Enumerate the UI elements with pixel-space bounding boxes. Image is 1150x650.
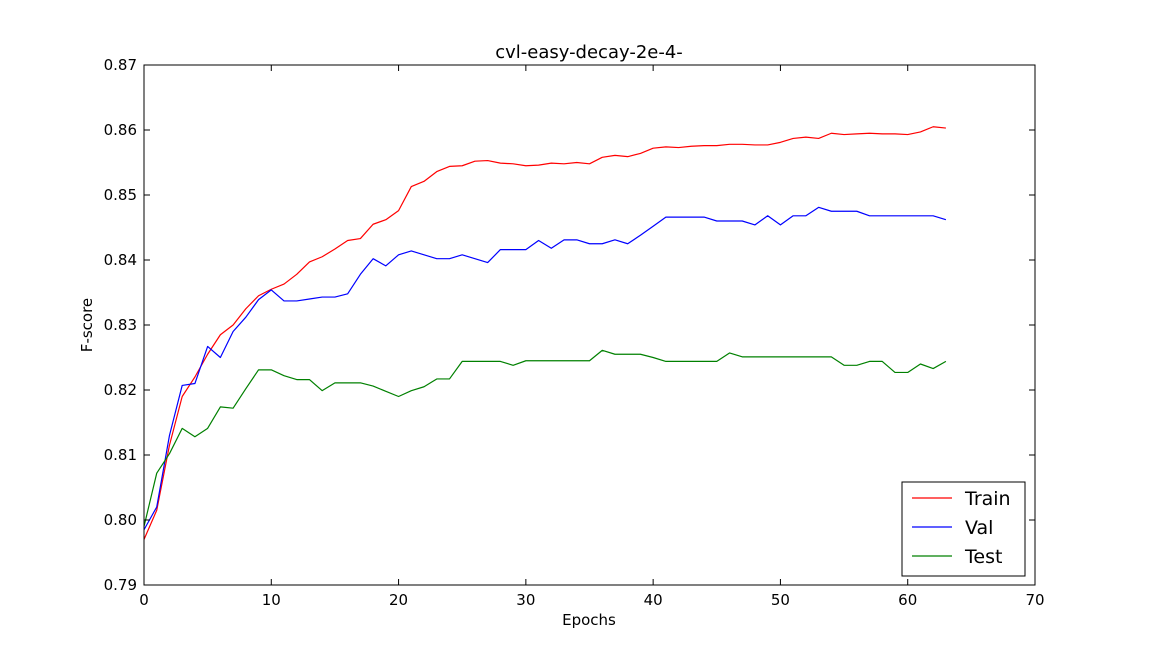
legend-label-val: Val xyxy=(965,517,993,539)
legend-label-train: Train xyxy=(964,488,1011,510)
x-tick-label: 10 xyxy=(262,591,281,609)
y-tick-label: 0.82 xyxy=(104,381,137,399)
y-axis-label: F-score xyxy=(78,298,96,352)
series-layer xyxy=(143,126,947,540)
y-tick-label: 0.83 xyxy=(104,316,137,334)
ticks-layer: 0 10 20 30 40 50 60 70 0.79 0.80 0.81 0.82 0.83 0.84 0… xyxy=(104,56,1045,609)
y-tick-label: 0.81 xyxy=(104,446,137,464)
x-tick-label: 70 xyxy=(1025,591,1044,609)
legend-label-test: Test xyxy=(964,546,1002,568)
plot-frame xyxy=(143,64,1036,586)
x-tick-label: 0 xyxy=(139,591,149,609)
y-tick-label: 0.79 xyxy=(104,576,137,594)
x-tick-label: 60 xyxy=(898,591,917,609)
x-tick-label: 50 xyxy=(771,591,790,609)
x-tick-label: 20 xyxy=(389,591,408,609)
chart-title: cvl-easy-decay-2e-4- xyxy=(495,42,683,63)
series-line-test xyxy=(143,349,947,527)
y-tick-label: 0.86 xyxy=(104,121,137,139)
x-tick-label: 40 xyxy=(644,591,663,609)
y-tick-label: 0.87 xyxy=(104,56,137,74)
y-tick-label: 0.85 xyxy=(104,186,137,204)
y-tick-label: 0.80 xyxy=(104,511,137,529)
legend: Train Val Test xyxy=(901,481,1026,577)
x-axis-label: Epochs xyxy=(562,611,616,629)
series-line-val xyxy=(143,206,947,531)
y-tick-label: 0.84 xyxy=(104,251,137,269)
x-tick-label: 30 xyxy=(516,591,535,609)
series-line-train xyxy=(143,126,946,540)
